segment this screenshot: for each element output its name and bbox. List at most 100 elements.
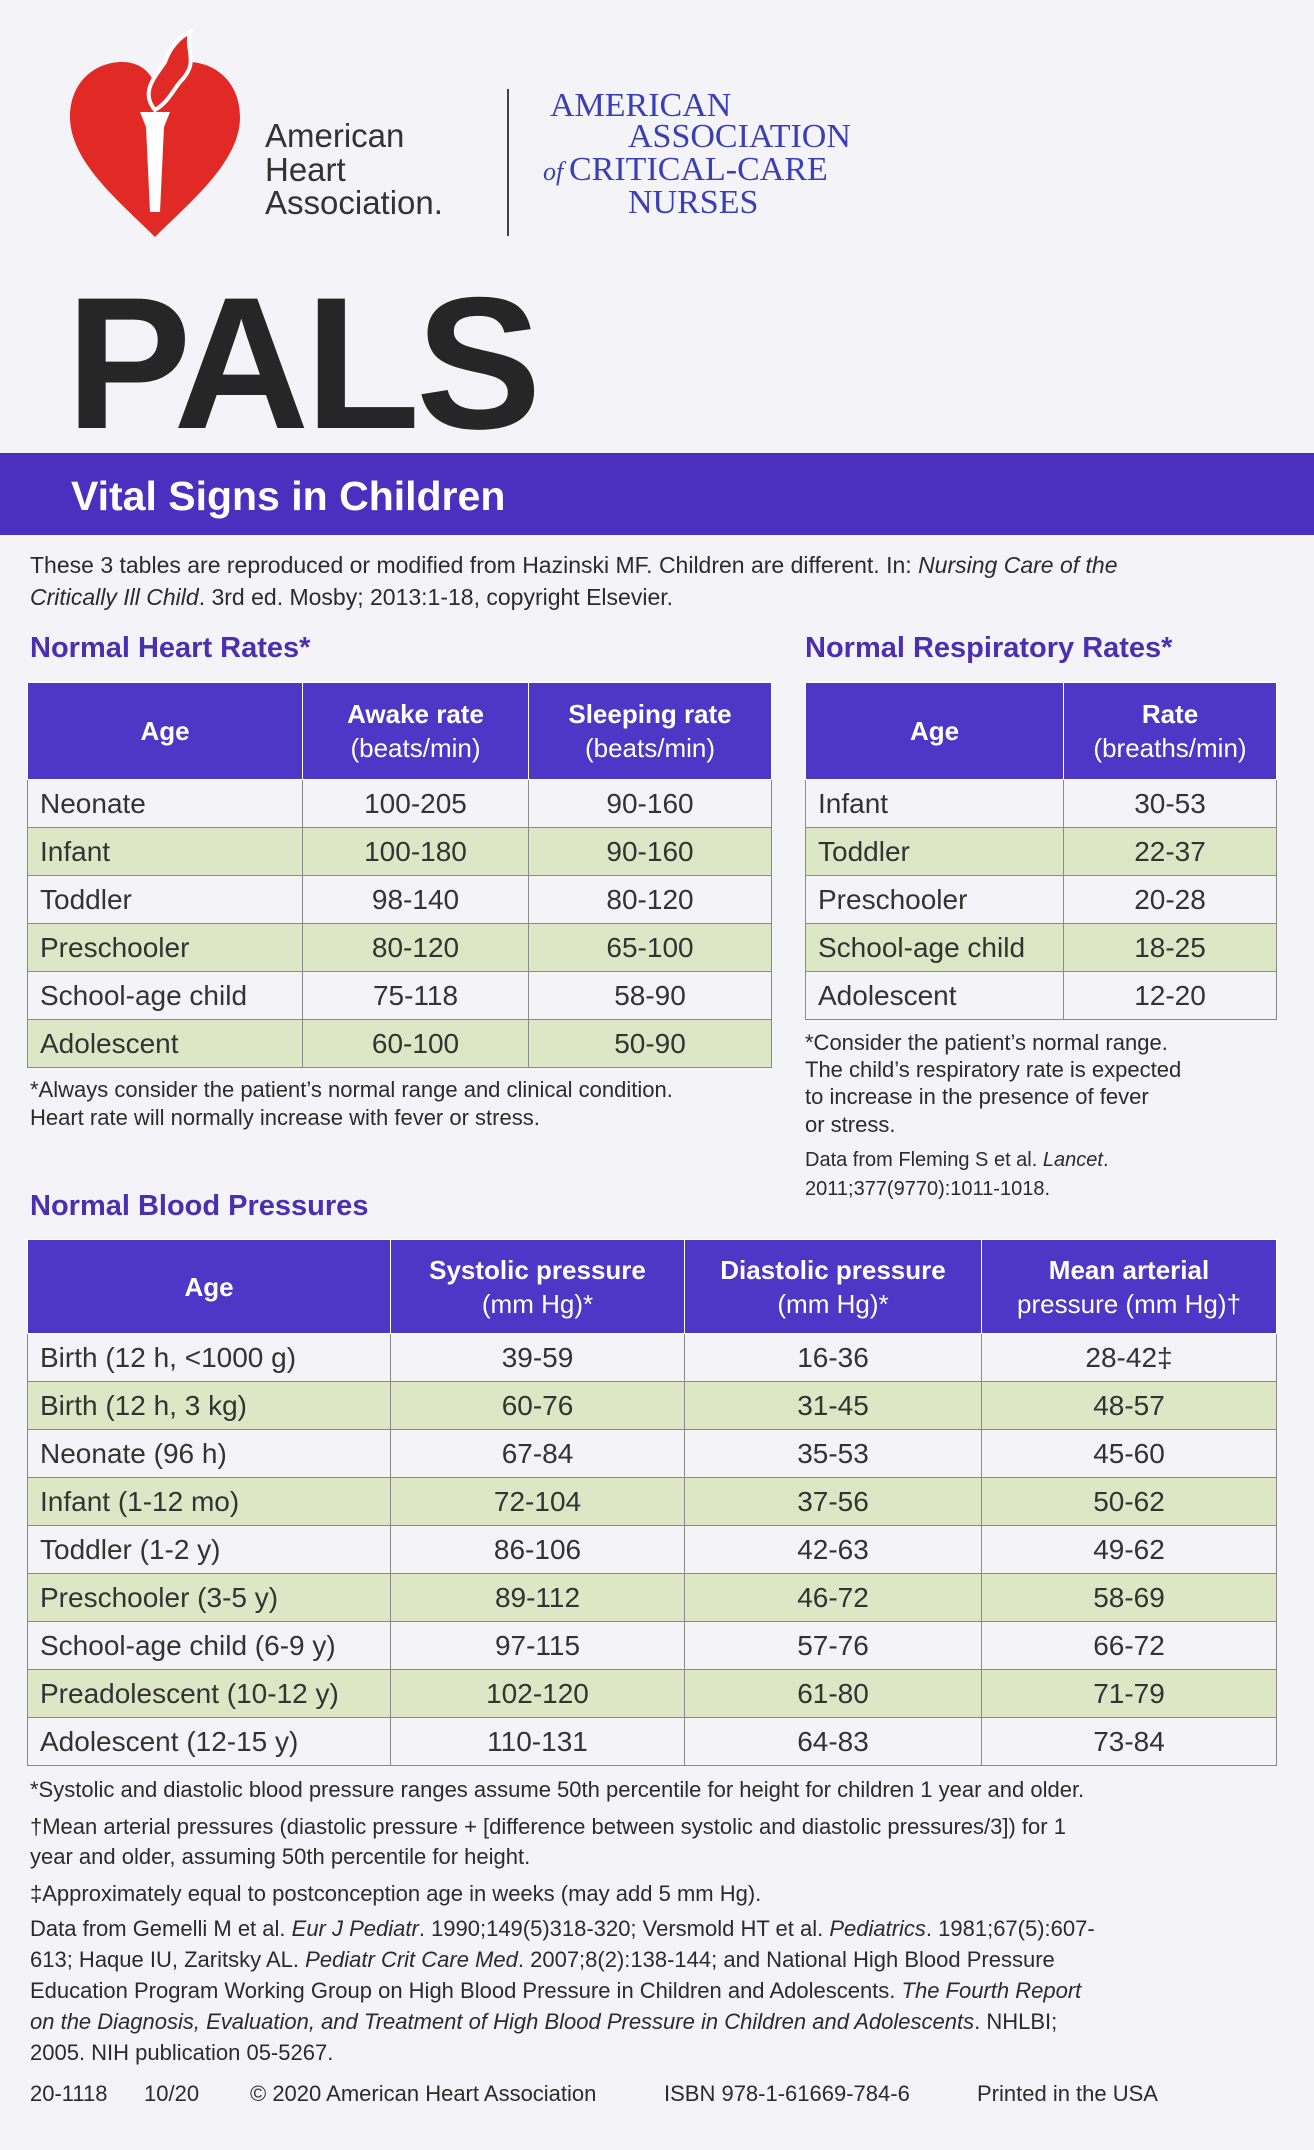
cell: 12-20: [1063, 971, 1277, 1020]
cell: 110-131: [390, 1717, 685, 1766]
cell: 50-62: [981, 1477, 1277, 1526]
text-line: ASSOCIATION: [628, 117, 851, 155]
cell: 39-59: [390, 1333, 685, 1382]
text: . NHLBI;: [974, 2008, 1058, 2034]
italic-text: Critically Ill Child: [30, 584, 199, 611]
text: Data from Gemelli M et al.: [30, 1915, 292, 1941]
text-line: AMERICAN: [550, 86, 732, 124]
text-line: American: [265, 117, 405, 155]
row: Toddler 98-140 80-120: [27, 875, 772, 924]
cell: Birth (12 h, <1000 g): [27, 1333, 391, 1382]
header-text: Rate: [1141, 699, 1199, 729]
text-line: *Systolic and diastolic blood pressure r…: [30, 1776, 1085, 1802]
header-text: Diastolic pressure: [720, 1254, 946, 1285]
text-line: Association.: [265, 184, 443, 222]
text: Education Program Working Group on High …: [30, 1977, 902, 2003]
header-cell: Age: [27, 1239, 391, 1334]
italic-text: Eur J Pediatr: [291, 1915, 419, 1941]
text-line: to increase in the presence of fever: [805, 1083, 1149, 1109]
cell: 30-53: [1063, 779, 1277, 828]
header-text: Mean arterial: [1048, 1254, 1210, 1285]
section-title: Normal Heart Rates*: [30, 632, 311, 664]
text-line: ‡Approximately equal to postconception a…: [30, 1880, 762, 1906]
cell: 57-76: [684, 1621, 982, 1670]
cell: 60-76: [390, 1381, 685, 1430]
header-text: Systolic pressure: [429, 1254, 646, 1285]
cell: 31-45: [684, 1381, 982, 1430]
cell: 89-112: [390, 1573, 685, 1622]
banner-title: Vital Signs in Children: [71, 473, 506, 519]
header-cell: Mean arterial pressure (mm Hg)†: [981, 1239, 1277, 1334]
text-line: The child’s respiratory rate is expected: [805, 1056, 1182, 1082]
cell: 97-115: [390, 1621, 685, 1670]
row: Toddler (1-2 y) 86-106 42-63 49-62: [27, 1525, 1277, 1574]
text-line: Data from Gemelli M et al. Eur J Pediatr…: [30, 1916, 1095, 1942]
text-line: 20-1118: [30, 2080, 108, 2106]
text-line: *Consider the patient’s normal range.: [805, 1029, 1168, 1055]
header-cell: Rate (breaths/min): [1063, 682, 1277, 780]
text-line: †Mean arterial pressures (diastolic pres…: [30, 1813, 1066, 1839]
header-cell: Age: [805, 682, 1064, 780]
cell: 71-79: [981, 1669, 1277, 1718]
italic-text: Lancet: [1042, 1149, 1103, 1171]
cell: 42-63: [684, 1525, 982, 1574]
cell: Preschooler: [27, 923, 303, 972]
row: Adolescent 60-100 50-90: [27, 1019, 772, 1068]
cell: 45-60: [981, 1429, 1277, 1478]
cell: 80-120: [302, 923, 529, 972]
row: School-age child 18-25: [805, 923, 1277, 972]
header-cell: Diastolic pressure (mm Hg)*: [684, 1239, 982, 1334]
table: Age Awake rate (beats/min) Sleeping rate (be…: [27, 682, 772, 1068]
row: Adolescent (12-15 y) 110-131 64-83 73-84: [27, 1717, 1277, 1766]
cell: 73-84: [981, 1717, 1277, 1766]
table: Age Systolic pressure (mm Hg)* Diastolic pr…: [27, 1239, 1277, 1766]
cell: 35-53: [684, 1429, 982, 1478]
cell: 16-36: [684, 1333, 982, 1382]
text-line: These 3 tables are reproduced or modifie…: [30, 552, 1118, 580]
cell: 46-72: [684, 1573, 982, 1622]
cell: 58-69: [981, 1573, 1277, 1622]
row: School-age child (6-9 y) 97-115 57-76 66-72: [27, 1621, 1277, 1670]
row: Preschooler (3-5 y) 89-112 46-72 58-69: [27, 1573, 1277, 1622]
header-text: Age: [184, 1271, 234, 1302]
row: Neonate 100-205 90-160: [27, 779, 772, 828]
italic-text: The Fourth Report: [901, 1977, 1082, 2003]
row: Infant (1-12 mo) 72-104 37-56 50-62: [27, 1477, 1277, 1526]
text-line: 10/20: [144, 2080, 200, 2106]
row: Infant 30-53: [805, 779, 1277, 828]
cell: Adolescent (12-15 y): [27, 1717, 391, 1766]
italic-text: Pediatr Crit Care Med: [305, 1946, 518, 1972]
header-text: (beats/min): [584, 733, 716, 763]
cell: Infant: [805, 779, 1064, 828]
italic-text: Pediatrics: [829, 1915, 926, 1941]
header-text: (mm Hg)*: [777, 1288, 889, 1319]
cell: 66-72: [981, 1621, 1277, 1670]
cell: Toddler: [27, 875, 303, 924]
row: Toddler 22-37: [805, 827, 1277, 876]
header-cell: Awake rate (beats/min): [302, 682, 529, 780]
cell: 60-100: [302, 1019, 529, 1068]
header-row: Age Rate (breaths/min): [805, 682, 1277, 780]
text: 613; Haque IU, Zaritsky AL.: [30, 1946, 306, 1972]
cell: 49-62: [981, 1525, 1277, 1574]
header-text: pressure (mm Hg)†: [1017, 1288, 1241, 1319]
cell: 18-25: [1063, 923, 1277, 972]
row: Preschooler 20-28: [805, 875, 1277, 924]
cell: Toddler: [805, 827, 1064, 876]
cell: 20-28: [1063, 875, 1277, 924]
row: School-age child 75-118 58-90: [27, 971, 772, 1020]
text-line: NURSES: [628, 183, 759, 221]
cell: Neonate (96 h): [27, 1429, 391, 1478]
cell: 67-84: [390, 1429, 685, 1478]
cell: School-age child (6-9 y): [27, 1621, 391, 1670]
cell: 28-42‡: [981, 1333, 1277, 1382]
cell: 100-205: [302, 779, 529, 828]
text: . 1981;67(5):607-: [925, 1915, 1095, 1941]
section-title: Normal Respiratory Rates*: [805, 632, 1173, 664]
row: Adolescent 12-20: [805, 971, 1277, 1020]
cell: 48-57: [981, 1381, 1277, 1430]
text-line: *Always consider the patient’s normal ra…: [30, 1076, 673, 1102]
cell: School-age child: [27, 971, 303, 1020]
cell: 102-120: [390, 1669, 685, 1718]
